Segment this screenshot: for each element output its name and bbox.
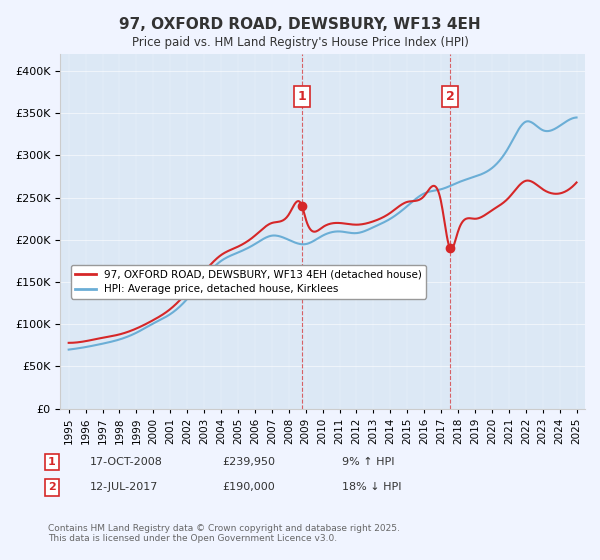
Text: 17-OCT-2008: 17-OCT-2008 — [90, 457, 163, 467]
Text: £190,000: £190,000 — [222, 482, 275, 492]
Text: 97, OXFORD ROAD, DEWSBURY, WF13 4EH: 97, OXFORD ROAD, DEWSBURY, WF13 4EH — [119, 17, 481, 32]
Text: 1: 1 — [48, 457, 56, 467]
Text: Contains HM Land Registry data © Crown copyright and database right 2025.
This d: Contains HM Land Registry data © Crown c… — [48, 524, 400, 543]
Text: Price paid vs. HM Land Registry's House Price Index (HPI): Price paid vs. HM Land Registry's House … — [131, 36, 469, 49]
Text: £239,950: £239,950 — [222, 457, 275, 467]
Text: 1: 1 — [298, 90, 307, 103]
Legend: 97, OXFORD ROAD, DEWSBURY, WF13 4EH (detached house), HPI: Average price, detach: 97, OXFORD ROAD, DEWSBURY, WF13 4EH (det… — [71, 265, 426, 298]
Text: 12-JUL-2017: 12-JUL-2017 — [90, 482, 158, 492]
Text: 18% ↓ HPI: 18% ↓ HPI — [342, 482, 401, 492]
Text: 2: 2 — [48, 482, 56, 492]
Text: 2: 2 — [446, 90, 454, 103]
Text: 9% ↑ HPI: 9% ↑ HPI — [342, 457, 395, 467]
